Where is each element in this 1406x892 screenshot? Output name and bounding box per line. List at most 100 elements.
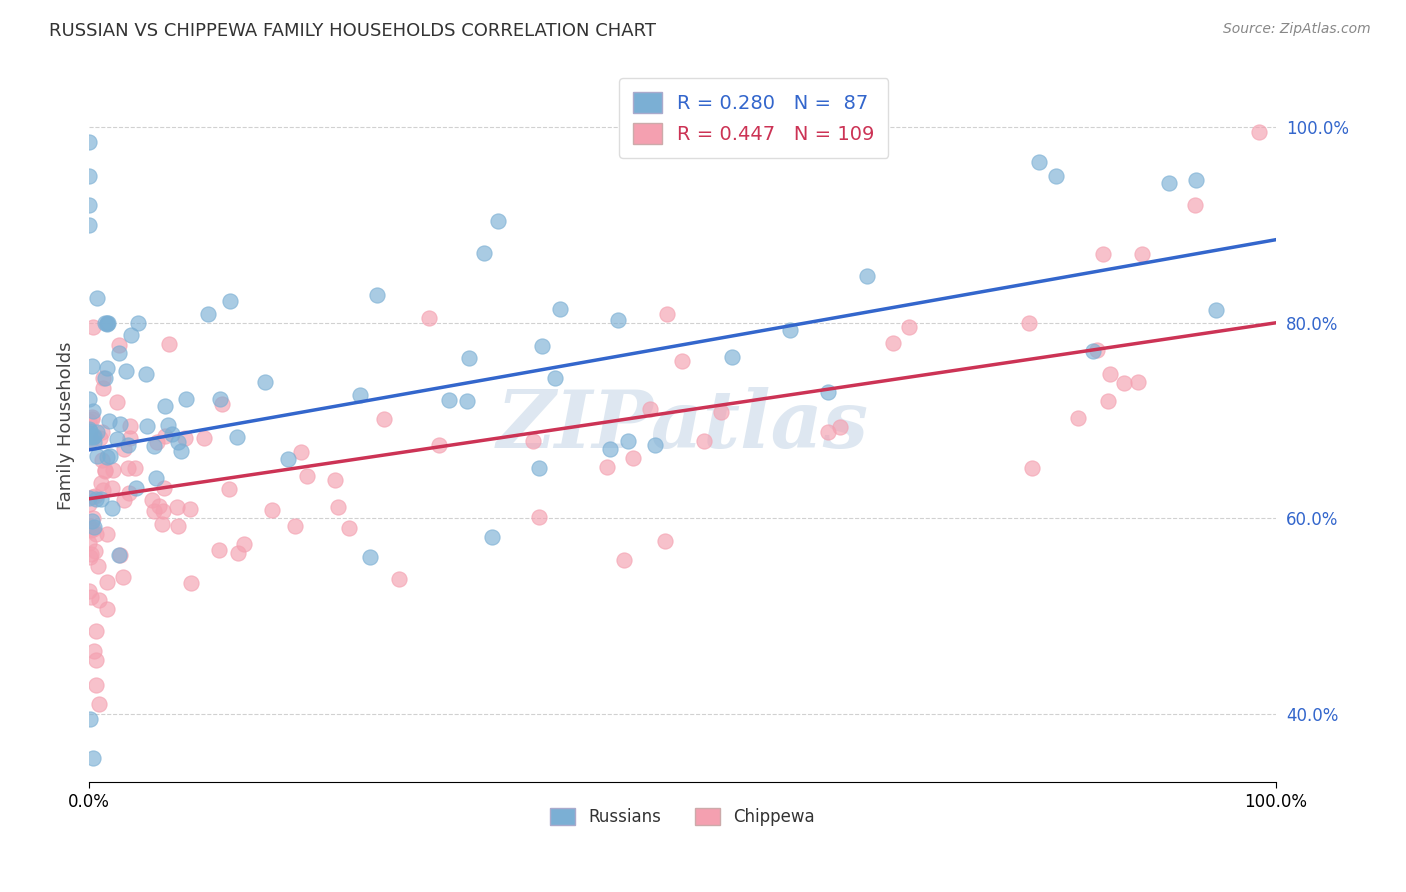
Point xyxy=(80,514,103,528)
Point xyxy=(80,590,103,604)
Point xyxy=(79,425,101,440)
Point xyxy=(530,339,553,353)
Point xyxy=(349,387,371,401)
Point xyxy=(84,677,107,691)
Point xyxy=(77,519,100,533)
Point xyxy=(90,425,112,440)
Point xyxy=(1018,316,1040,330)
Point xyxy=(373,411,395,425)
Point xyxy=(162,427,184,442)
Point xyxy=(77,536,100,550)
Point xyxy=(898,319,921,334)
Point xyxy=(254,375,277,389)
Point xyxy=(654,534,676,549)
Point xyxy=(481,530,503,544)
Point xyxy=(125,481,148,495)
Point xyxy=(89,431,111,445)
Point xyxy=(80,409,103,424)
Point xyxy=(148,500,170,514)
Point xyxy=(77,218,100,232)
Point xyxy=(96,575,118,590)
Point xyxy=(260,503,283,517)
Point xyxy=(108,345,131,359)
Point xyxy=(117,461,139,475)
Point xyxy=(1091,246,1114,260)
Point xyxy=(337,521,360,535)
Point xyxy=(90,475,112,490)
Point xyxy=(232,537,254,551)
Point xyxy=(882,336,904,351)
Point xyxy=(111,570,134,584)
Point xyxy=(418,311,440,326)
Point xyxy=(82,430,104,444)
Point xyxy=(655,307,678,321)
Point xyxy=(108,338,131,352)
Point xyxy=(606,312,628,326)
Point xyxy=(613,552,636,566)
Point xyxy=(1097,394,1119,409)
Point xyxy=(118,431,141,445)
Point xyxy=(218,482,240,496)
Point xyxy=(197,307,219,321)
Point xyxy=(96,316,118,330)
Point xyxy=(79,434,101,448)
Point xyxy=(174,431,197,445)
Point xyxy=(1045,169,1067,183)
Point xyxy=(80,547,103,561)
Point xyxy=(323,473,346,487)
Point xyxy=(86,491,108,506)
Point xyxy=(225,430,247,444)
Point xyxy=(118,418,141,433)
Point xyxy=(114,364,136,378)
Point xyxy=(617,434,640,448)
Point xyxy=(82,403,104,417)
Point xyxy=(1028,155,1050,169)
Y-axis label: Family Households: Family Households xyxy=(58,341,75,509)
Point xyxy=(166,500,188,515)
Point xyxy=(127,316,149,330)
Point xyxy=(117,438,139,452)
Point xyxy=(93,370,115,384)
Point xyxy=(193,431,215,445)
Point xyxy=(84,543,107,558)
Point xyxy=(96,317,118,331)
Point xyxy=(388,572,411,586)
Point xyxy=(1159,176,1181,190)
Point xyxy=(82,522,104,536)
Point xyxy=(83,520,105,534)
Point xyxy=(856,269,879,284)
Point xyxy=(209,392,232,407)
Point xyxy=(79,584,101,599)
Point xyxy=(644,438,666,452)
Point xyxy=(87,559,110,574)
Point xyxy=(150,516,173,531)
Point xyxy=(82,511,104,525)
Point xyxy=(79,421,101,435)
Point xyxy=(82,751,104,765)
Point xyxy=(328,500,350,514)
Point xyxy=(830,420,852,434)
Point xyxy=(226,546,249,560)
Point xyxy=(456,393,478,408)
Point xyxy=(77,497,100,511)
Legend: Russians, Chippewa: Russians, Chippewa xyxy=(541,800,823,835)
Point xyxy=(108,548,131,562)
Point xyxy=(82,319,104,334)
Point xyxy=(98,414,121,428)
Point xyxy=(1099,367,1122,381)
Point xyxy=(105,432,128,446)
Point xyxy=(86,292,108,306)
Point xyxy=(207,543,229,558)
Point xyxy=(77,169,100,183)
Point xyxy=(90,492,112,507)
Point xyxy=(179,502,201,516)
Point xyxy=(107,548,129,562)
Point xyxy=(817,425,839,439)
Point xyxy=(211,397,233,411)
Point xyxy=(284,518,307,533)
Point xyxy=(170,443,193,458)
Point xyxy=(135,367,157,381)
Point xyxy=(91,381,114,395)
Point xyxy=(96,360,118,375)
Point xyxy=(621,451,644,466)
